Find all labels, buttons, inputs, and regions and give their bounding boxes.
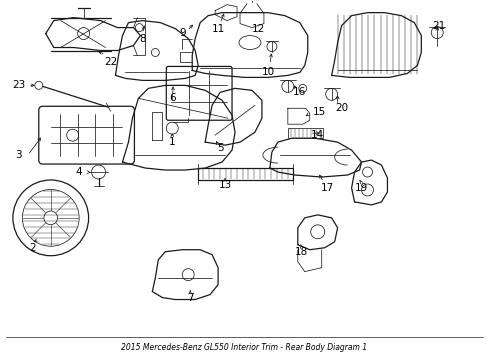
Text: 3: 3	[16, 150, 22, 160]
Text: 5: 5	[216, 143, 223, 153]
Text: 2015 Mercedes-Benz GL550 Interior Trim - Rear Body Diagram 1: 2015 Mercedes-Benz GL550 Interior Trim -…	[121, 343, 366, 352]
Text: 17: 17	[321, 183, 334, 193]
Text: 22: 22	[103, 58, 117, 67]
Bar	[198, 168, 292, 180]
Text: 18: 18	[295, 247, 308, 257]
Text: 21: 21	[432, 21, 445, 31]
Text: 9: 9	[179, 28, 185, 37]
Text: 20: 20	[334, 103, 347, 113]
Text: 4: 4	[75, 167, 82, 177]
Text: 16: 16	[293, 87, 306, 97]
Text: 2: 2	[29, 243, 36, 253]
Text: 8: 8	[139, 33, 145, 44]
Text: 10: 10	[261, 67, 274, 77]
Text: 23: 23	[12, 80, 25, 90]
Text: 7: 7	[186, 293, 193, 302]
Bar	[287, 128, 322, 138]
Text: 6: 6	[169, 93, 175, 103]
Text: 11: 11	[211, 24, 224, 33]
Text: 12: 12	[251, 24, 264, 33]
Text: 19: 19	[354, 183, 367, 193]
Text: 14: 14	[310, 130, 324, 140]
Text: 1: 1	[169, 137, 175, 147]
Text: 15: 15	[312, 107, 325, 117]
Text: 13: 13	[218, 180, 231, 190]
